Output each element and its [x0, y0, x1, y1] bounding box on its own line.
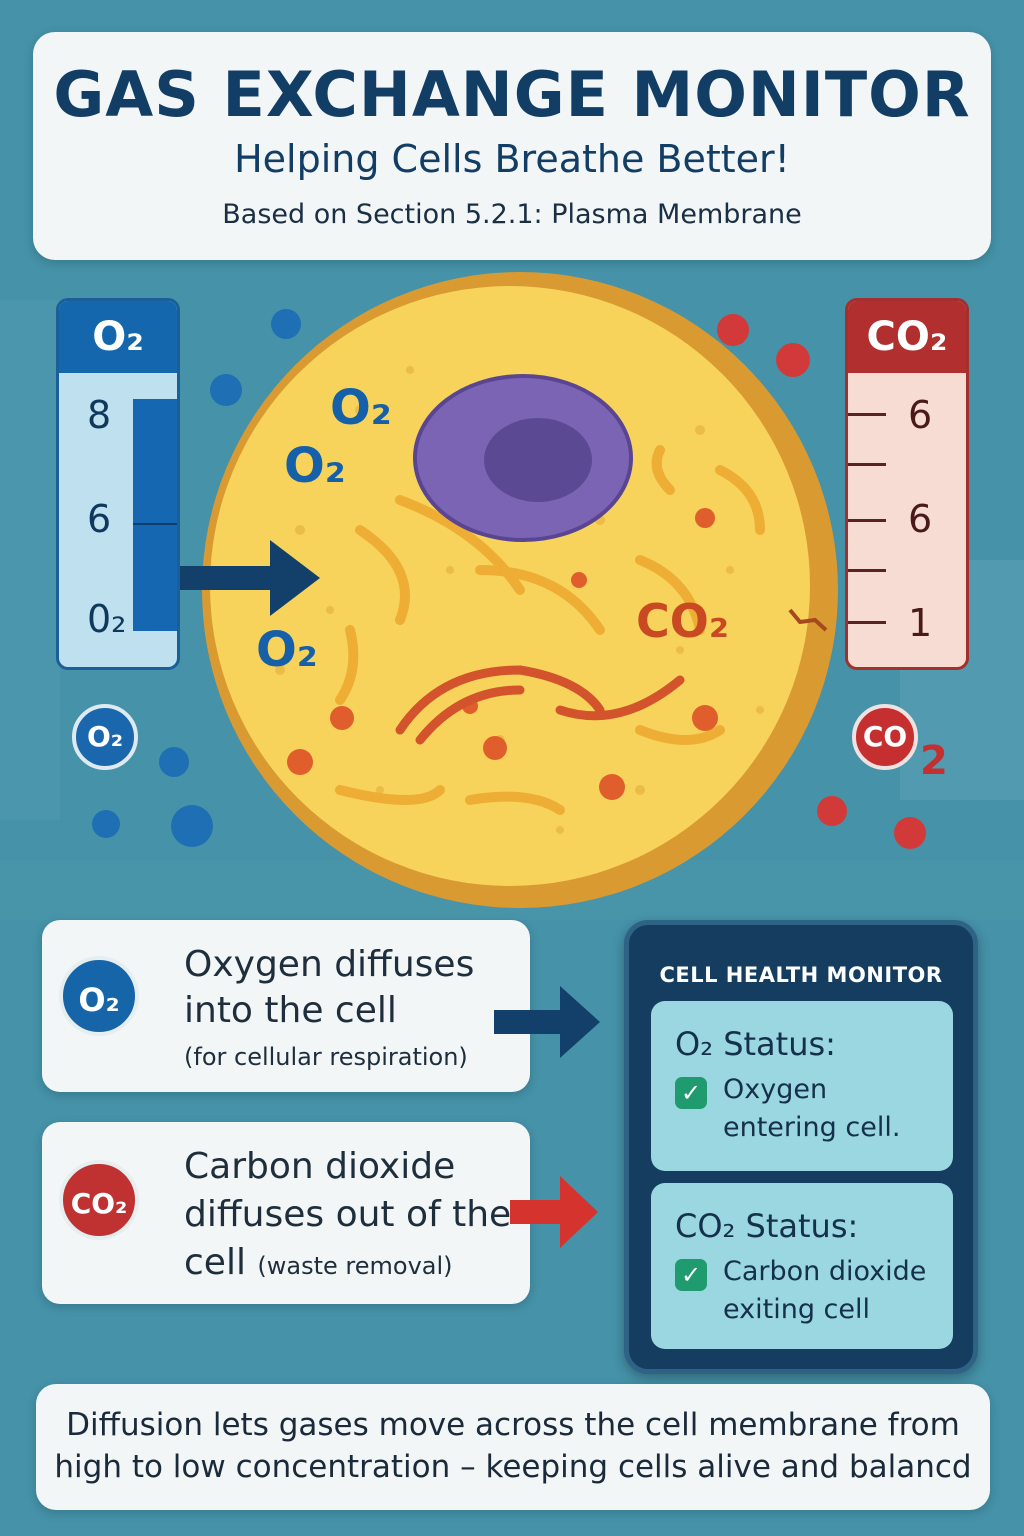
- co2-gauge-tick: [848, 463, 886, 466]
- o2-label-a: O₂: [330, 380, 392, 436]
- o2-gauge-tick-label-low: 0₂: [87, 597, 127, 641]
- co2-gauge-tick-label-high: 6: [908, 393, 933, 437]
- o2-info-line2: into the cell: [184, 990, 397, 1031]
- o2-info-line1: Oxygen diffuses: [184, 944, 475, 985]
- co2-status-text-line1: Carbon dioxide: [723, 1256, 927, 1287]
- co2-badge-icon: CO₂: [59, 1160, 139, 1240]
- flow-arrows: [494, 986, 600, 1248]
- co2-gauge-tick-label-mid: 6: [908, 497, 933, 541]
- footer-card: Diffusion lets gases move across the cel…: [36, 1384, 990, 1510]
- co2-status-text: Carbon dioxide exiting cell: [723, 1253, 926, 1329]
- co2-status-panel: CO₂ Status: ✓ Carbon dioxide exiting cel…: [651, 1183, 953, 1349]
- monitor-title: CELL HEALTH MONITOR: [659, 963, 943, 987]
- co2-status-text-line2: exiting cell: [723, 1294, 870, 1325]
- o2-gauge: O₂ 8 6 0₂: [56, 298, 180, 670]
- co2-info-line3: cell (waste removal): [184, 1240, 453, 1289]
- page-title: GAS EXCHANGE MONITOR: [53, 58, 971, 131]
- o2-status-text: Oxygen entering cell.: [723, 1071, 900, 1147]
- co2-molecule-badge: CO: [852, 704, 918, 770]
- o2-status-label: O₂ Status:: [675, 1025, 836, 1063]
- footer-line2: high to low concentration – keeping cell…: [54, 1449, 972, 1485]
- o2-info-line3: (for cellular respiration): [184, 1043, 468, 1071]
- o2-gauge-tick-label-high: 8: [87, 393, 112, 437]
- cell-health-monitor: CELL HEALTH MONITOR O₂ Status: ✓ Oxygen …: [624, 920, 978, 1374]
- cell-illustration: [92, 272, 926, 908]
- organelles: [335, 445, 765, 815]
- o2-status-text-line1: Oxygen: [723, 1074, 828, 1105]
- footer-text: Diffusion lets gases move across the cel…: [36, 1384, 990, 1488]
- co2-gauge-tick: [848, 519, 886, 522]
- nucleolus: [484, 418, 592, 502]
- o2-info-card: O₂ Oxygen diffuses into the cell (for ce…: [42, 920, 530, 1092]
- co2-gauge-tick: [848, 621, 886, 624]
- check-icon: ✓: [675, 1259, 707, 1291]
- co2-molecules: [717, 314, 926, 849]
- source-note: Based on Section 5.2.1: Plasma Membrane: [222, 199, 802, 230]
- co2-gauge-header: CO₂: [848, 301, 966, 373]
- o2-label-c: O₂: [256, 622, 318, 678]
- er-structure: [395, 665, 685, 745]
- co2-molecule-subscript: 2: [920, 738, 948, 784]
- co2-info-line2: diffuses out of the: [184, 1194, 512, 1235]
- co2-gauge-tick: [848, 413, 886, 416]
- o2-gauge-tick-label-mid: 6: [87, 497, 112, 541]
- o2-gauge-header: O₂: [59, 301, 177, 373]
- right-arrow-red-icon: [510, 1176, 598, 1248]
- cytoplasm-texture: [275, 366, 764, 834]
- co2-gauge-tick: [848, 569, 886, 572]
- co2-info-line3-main: cell: [184, 1242, 246, 1283]
- co2-info-line3-small: (waste removal): [257, 1252, 453, 1280]
- co2-info-line1: Carbon dioxide: [184, 1146, 456, 1187]
- co2-label-inside: CO₂: [636, 594, 730, 648]
- o2-label-b: O₂: [284, 438, 346, 494]
- o2-molecule-badge: O₂: [72, 704, 138, 770]
- o2-status-text-line2: entering cell.: [723, 1112, 901, 1143]
- co2-gauge-tick-label-low: 1: [908, 601, 933, 645]
- co2-gauge: CO₂ 6 6 1: [845, 298, 969, 670]
- page-subtitle: Helping Cells Breathe Better!: [234, 137, 790, 181]
- red-organelles: [287, 508, 718, 800]
- o2-gauge-tick: [133, 523, 177, 525]
- co2-info-card: CO₂ Carbon dioxide diffuses out of the c…: [42, 1122, 530, 1304]
- o2-badge-icon: O₂: [59, 956, 139, 1036]
- o2-status-panel: O₂ Status: ✓ Oxygen entering cell.: [651, 1001, 953, 1171]
- membrane-crack: [788, 608, 828, 632]
- o2-molecules: [92, 309, 301, 847]
- header-card: GAS EXCHANGE MONITOR Helping Cells Breat…: [33, 32, 991, 260]
- right-arrow-icon: [494, 986, 600, 1058]
- check-icon: ✓: [675, 1077, 707, 1109]
- footer-line1: Diffusion lets gases move across the cel…: [66, 1407, 960, 1443]
- co2-status-label: CO₂ Status:: [675, 1207, 859, 1245]
- o2-gauge-fill: [133, 399, 177, 631]
